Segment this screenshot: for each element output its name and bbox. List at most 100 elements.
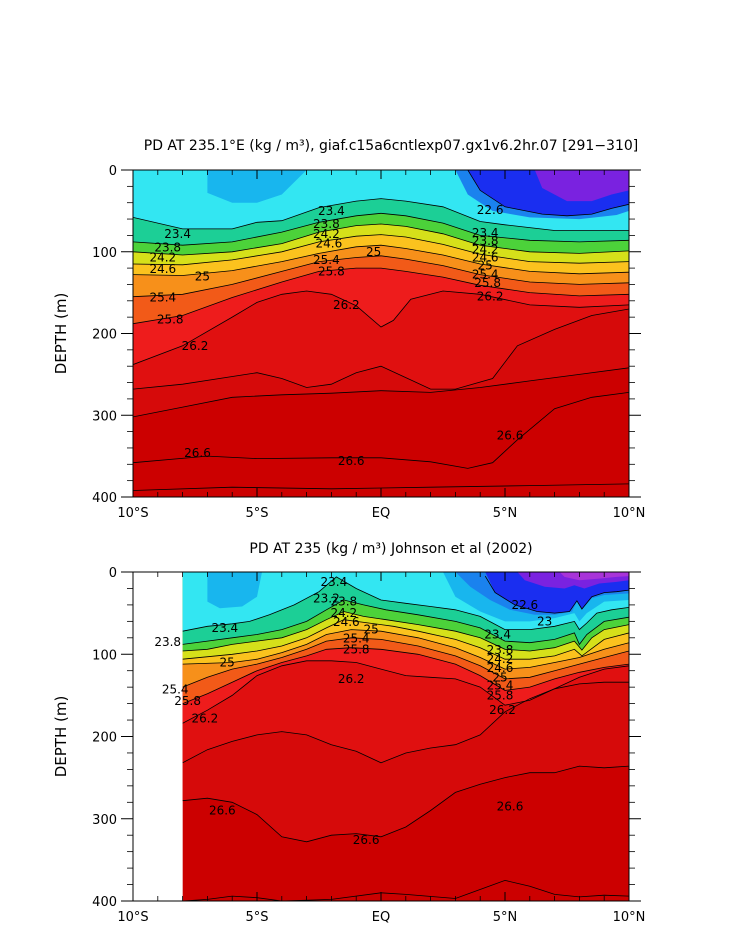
- contour-labels: 23.423.82525.425.826.226.623.423.223.824…: [154, 575, 552, 847]
- contour-label: 25.8: [318, 264, 345, 278]
- contour-label: 24.2: [313, 227, 340, 241]
- contour-line: [182, 681, 629, 764]
- contour-label: 24.6: [316, 237, 343, 251]
- x-tick-label: EQ: [372, 910, 390, 925]
- x-tick-label: 5°N: [493, 506, 518, 521]
- contour-label: 23.8: [154, 241, 181, 255]
- contour-label: 26.2: [489, 703, 516, 717]
- contour-label: 25: [366, 245, 381, 259]
- y-tick-label: 200: [92, 328, 117, 343]
- contour-label: 23.4: [318, 204, 345, 218]
- contour-label: 26.6: [497, 799, 524, 813]
- contour-label: 26.2: [182, 339, 209, 353]
- contour-line: [467, 170, 629, 217]
- contour-line: [484, 575, 629, 614]
- contour-line: [133, 198, 629, 231]
- contour-label: 23.4: [164, 227, 191, 241]
- y-tick-label: 200: [92, 731, 117, 746]
- axis-ticks: 10°S 5°S EQ 5°N 10°N 0 100 200 300 400: [92, 164, 645, 521]
- y-tick-label: 100: [92, 246, 117, 261]
- contour-label: 23.8: [154, 635, 181, 649]
- contour-line: [182, 599, 629, 646]
- chart-panel-bottom: 23.423.82525.425.826.226.623.423.223.824…: [52, 541, 645, 925]
- x-tick-label: EQ: [372, 506, 390, 521]
- x-tick-label: 5°S: [245, 506, 268, 521]
- contour-line: [133, 244, 629, 276]
- contour-line: [133, 290, 629, 365]
- contour-line: [133, 367, 629, 418]
- contour-line: [182, 765, 629, 843]
- x-tick-label: 10°N: [613, 506, 646, 521]
- contour-fill-band: [207, 572, 262, 609]
- contour-label: 23.4: [484, 628, 511, 642]
- contour-label: 25: [363, 623, 378, 637]
- y-tick-label: 0: [109, 164, 117, 179]
- contour-label: 24.6: [472, 251, 499, 265]
- chart-panel-top: 23.423.824.224.62525.425.826.226.623.423…: [52, 138, 645, 521]
- contour-label: 22.6: [477, 203, 504, 217]
- contour-fill-band: [559, 572, 629, 581]
- contour-line: [182, 629, 629, 670]
- contour-line: [133, 234, 629, 266]
- filled-contours: [182, 572, 629, 901]
- x-tick-label: 10°N: [613, 910, 646, 925]
- chart-title: PD AT 235 (kg / m³) Johnson et al (2002): [249, 541, 532, 557]
- contour-label: 23.8: [330, 595, 357, 609]
- contour-label: 24.2: [472, 242, 499, 256]
- contour-lines: [182, 575, 629, 901]
- contour-line: [133, 223, 629, 256]
- contour-label: 23: [537, 614, 552, 628]
- contour-label: 22.6: [511, 598, 538, 612]
- contour-label: 23.8: [313, 217, 340, 231]
- y-tick-label: 300: [92, 813, 117, 828]
- contour-label: 24.6: [149, 262, 176, 276]
- y-axis-label: DEPTH (m): [52, 293, 70, 375]
- contour-label: 25.4: [313, 253, 340, 267]
- chart-title: PD AT 235.1°E (kg / m³), giaf.c15a6cntle…: [144, 138, 638, 154]
- contour-label: 25.4: [149, 291, 176, 305]
- contour-label: 23.4: [472, 226, 499, 240]
- contour-label: 23.4: [321, 575, 348, 589]
- y-tick-label: 0: [109, 566, 117, 581]
- contour-line: [133, 267, 629, 325]
- contour-label: 25: [478, 259, 493, 273]
- contour-fill-band: [207, 170, 307, 203]
- contour-label: 25.8: [487, 688, 514, 702]
- contour-line: [182, 879, 629, 901]
- contour-label: 23.4: [211, 621, 238, 635]
- contour-line: [182, 637, 629, 688]
- contour-label: 26.6: [184, 446, 211, 460]
- contour-label: 24.6: [333, 615, 360, 629]
- contour-label: 24.2: [487, 652, 514, 666]
- contour-label: 26.6: [353, 833, 380, 847]
- contour-label: 25.8: [474, 276, 501, 290]
- contour-line: [182, 611, 629, 652]
- contour-label: 24.2: [330, 606, 357, 620]
- contour-label: 25.4: [162, 683, 189, 697]
- contour-labels: 23.423.824.224.62525.425.826.226.623.423…: [149, 203, 523, 468]
- contour-line: [133, 308, 629, 390]
- contour-line: [133, 392, 629, 469]
- contour-line: [182, 576, 629, 632]
- contour-label: 23.8: [472, 234, 499, 248]
- contour-label: 25: [195, 269, 210, 283]
- contour-label: 26.2: [477, 290, 504, 304]
- contour-label: 23.8: [487, 643, 514, 657]
- contour-label: 23.2: [313, 591, 340, 605]
- contour-label: 25: [220, 656, 235, 670]
- x-tick-label: 5°N: [493, 910, 518, 925]
- contour-label: 25.8: [157, 313, 184, 327]
- contour-label: 26.2: [333, 298, 360, 312]
- filled-contours: [133, 170, 629, 497]
- y-tick-label: 100: [92, 648, 117, 663]
- contour-line: [182, 647, 629, 704]
- x-tick-label: 10°S: [117, 506, 148, 521]
- contour-label: 26.2: [192, 711, 219, 725]
- y-tick-label: 400: [92, 491, 117, 506]
- contour-label: 25.4: [487, 679, 514, 693]
- contour-label: 25.8: [343, 642, 370, 656]
- x-tick-label: 5°S: [245, 910, 268, 925]
- y-tick-label: 400: [92, 895, 117, 910]
- contour-label: 25.4: [343, 632, 370, 646]
